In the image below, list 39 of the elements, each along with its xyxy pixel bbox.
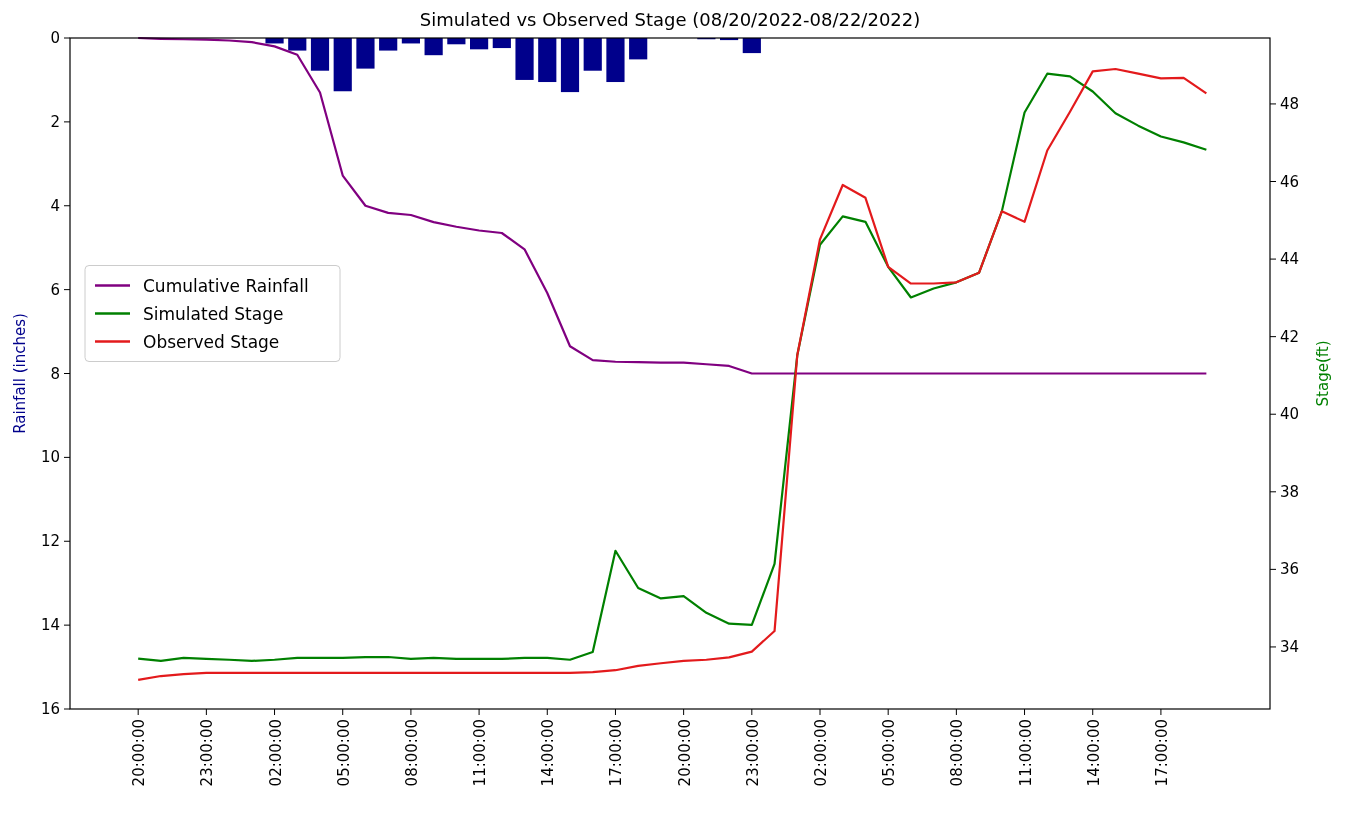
y-axis-title: Rainfall (inches)	[11, 313, 29, 434]
x-tick-label: 23:00:00	[198, 719, 217, 787]
y-tick-label: 4	[50, 196, 60, 215]
x-tick-label: 02:00:00	[266, 719, 285, 787]
y2-tick-label: 42	[1280, 327, 1300, 346]
x-tick-label: 14:00:00	[1084, 719, 1103, 787]
x-tick-label: 11:00:00	[1016, 719, 1035, 787]
y2-tick-label: 36	[1280, 560, 1300, 579]
chart-title: Simulated vs Observed Stage (08/20/2022-08/22/2022)	[419, 9, 921, 30]
y2-axis-title: Stage(ft)	[1314, 340, 1332, 407]
legend-label: Observed Stage	[143, 331, 280, 352]
x-tick-label: 02:00:00	[812, 719, 830, 787]
x-tick-label: 17:00:00	[607, 719, 626, 787]
y2-tick-label: 48	[1280, 94, 1300, 113]
y-tick-label: 12	[40, 532, 60, 551]
y-tick-label: 10	[40, 448, 60, 467]
x-tick-label: 08:00:00	[402, 719, 421, 787]
y2-tick-label: 44	[1280, 250, 1300, 269]
x-tick-label: 05:00:00	[880, 719, 899, 787]
x-tick-label: 20:00:00	[130, 719, 149, 787]
x-tick-label: 05:00:00	[334, 719, 353, 787]
y-tick-label: 6	[50, 280, 60, 299]
legend-label: Simulated Stage	[143, 303, 284, 324]
y-tick-label: 14	[40, 616, 60, 635]
x-tick-label: 11:00:00	[471, 719, 490, 787]
y-tick-label: 16	[40, 700, 60, 718]
x-tick-label: 08:00:00	[948, 719, 967, 787]
x-tick-label: 23:00:00	[743, 719, 762, 787]
y2-tick-label: 40	[1280, 405, 1300, 424]
y-tick-label: 2	[50, 112, 60, 131]
legend-label: Cumulative Rainfall	[143, 275, 309, 296]
x-tick-label: 20:00:00	[675, 719, 694, 787]
y2-tick-label: 34	[1280, 637, 1300, 656]
y-tick-label: 0	[50, 29, 60, 47]
y2-tick-label: 38	[1280, 482, 1300, 501]
y2-tick-label: 46	[1280, 172, 1300, 191]
x-tick-label: 14:00:00	[539, 719, 558, 787]
y-tick-label: 8	[50, 364, 60, 383]
x-tick-label: 17:00:00	[1152, 719, 1171, 787]
